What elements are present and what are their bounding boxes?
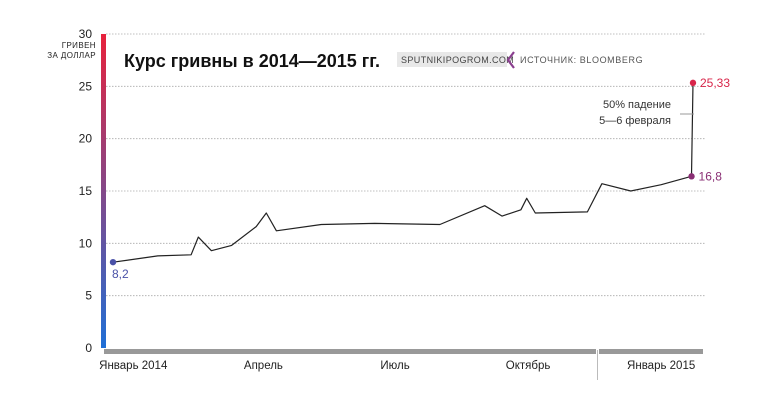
source-credit: ИСТОЧНИК: BLOOMBERG [520,55,643,65]
x-tick-label: Январь 2014 [99,360,168,372]
x-axis [104,349,703,380]
y-tick-label: 20 [79,132,93,146]
annotation-line1: 50% падение [603,99,671,111]
x-tick-label: Апрель [244,360,283,372]
y-axis-ticks: 0 5 10 15 20 25 30 [79,27,93,355]
annotation-line2: 5—6 февраля [599,115,671,127]
y-axis-gradient-bar [101,34,106,348]
chevron-left-icon [506,51,515,69]
month-labels: Январь 2014 Апрель Июль Октябрь Январь 2015 [99,360,695,372]
grid-lines [106,33,706,297]
data-label: 8,2 [112,267,129,281]
y-tick-label: 30 [79,27,93,41]
y-axis-label-line1: ГРИВЕН [62,41,96,50]
x-tick-label: Июль [380,360,409,372]
source-badge: SPUTNIKIPOGROM.COM [401,55,514,65]
exchange-rate-line [112,82,694,263]
source-badge-box [397,52,507,67]
data-point [689,79,697,87]
x-axis-bar-2015 [599,349,703,354]
data-point [688,173,695,180]
y-tick-label: 0 [85,341,92,355]
data-points: 8,2 16,8 25,33 [109,76,730,281]
x-tick-label: Январь 2015 [627,360,695,372]
x-tick-label: Октябрь [506,360,551,372]
y-tick-label: 15 [79,184,93,198]
y-axis-label-line2: ЗА ДОЛЛАР [47,51,96,60]
chart-title: Курс гривны в 2014—2015 гг. [124,51,380,71]
y-tick-label: 25 [79,79,93,93]
x-axis-bar-2014 [104,349,596,354]
y-tick-label: 5 [85,289,92,303]
y-tick-label: 10 [79,236,93,250]
data-label: 25,33 [700,76,730,90]
data-point [109,258,117,266]
data-label: 16,8 [699,169,723,183]
